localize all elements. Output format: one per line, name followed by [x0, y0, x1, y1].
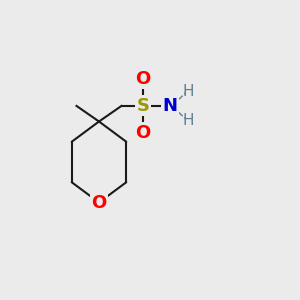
Text: O: O — [136, 70, 151, 88]
Text: O: O — [92, 194, 106, 211]
Text: S: S — [136, 97, 150, 115]
Text: N: N — [163, 97, 178, 115]
Text: H: H — [182, 113, 194, 128]
Text: H: H — [182, 84, 194, 99]
Text: O: O — [136, 124, 151, 142]
